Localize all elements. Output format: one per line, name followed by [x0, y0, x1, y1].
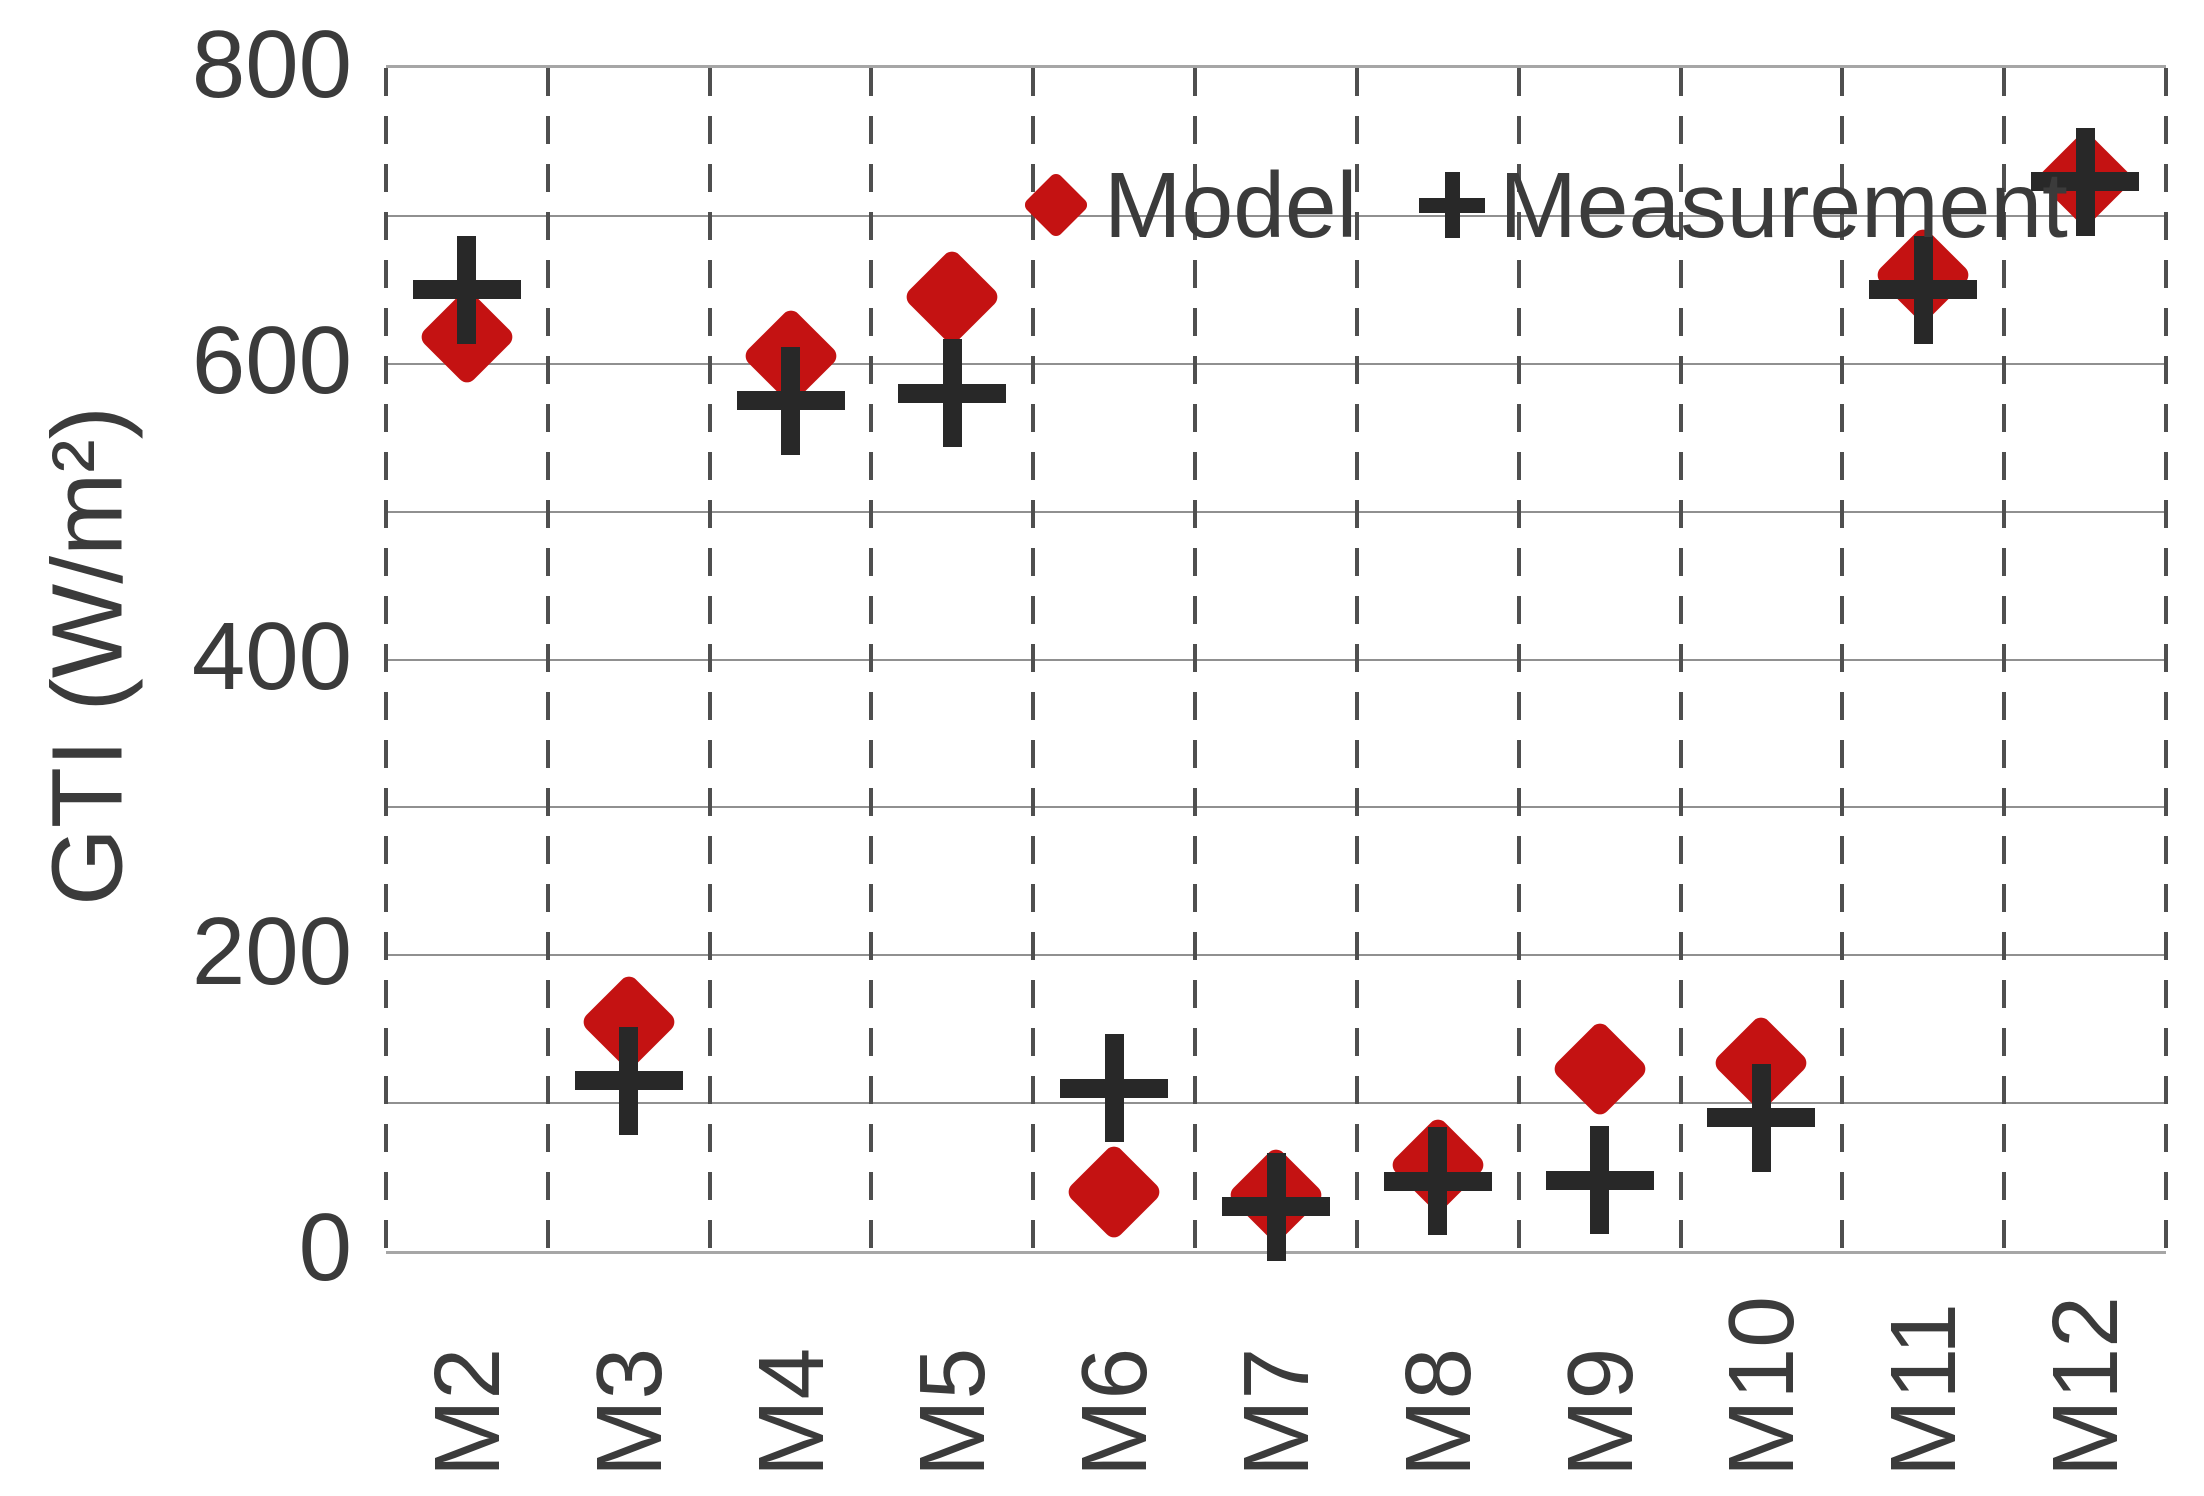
vertical-dashed-gridline — [1516, 68, 1521, 1251]
measurement-marker-M11 — [1869, 235, 1978, 344]
plot-area: Model Measurement — [384, 65, 2168, 1261]
measurement-marker-M6 — [1060, 1034, 1169, 1143]
x-tick-label-M4: M4 — [738, 1347, 843, 1477]
measurement-marker-M7 — [1222, 1152, 1330, 1261]
legend-item-model: Model — [1022, 152, 1357, 259]
y-tick-label-400: 400 — [191, 602, 352, 710]
x-tick-label-M12: M12 — [2033, 1296, 2138, 1477]
y-tick-label-800: 800 — [191, 11, 352, 118]
vertical-dashed-gridline — [1678, 68, 1683, 1251]
x-tick-label-M2: M2 — [414, 1347, 519, 1477]
horizontal-gridline-100 — [386, 1102, 2166, 1105]
measurement-marker-M5 — [898, 339, 1007, 448]
vertical-dashed-gridline — [2164, 68, 2168, 1251]
horizontal-gridline-600 — [386, 362, 2166, 365]
legend-item-measurement: Measurement — [1419, 152, 2068, 259]
x-tick-label-M7: M7 — [1224, 1347, 1328, 1477]
measurement-plus-icon — [1419, 172, 1486, 238]
vertical-dashed-gridline — [1354, 68, 1359, 1251]
x-tick-label-M11: M11 — [1871, 1302, 1976, 1477]
measurement-marker-M2 — [412, 235, 521, 344]
x-tick-label-M8: M8 — [1385, 1347, 1490, 1477]
measurement-marker-M3 — [574, 1026, 683, 1135]
vertical-dashed-gridline — [2002, 68, 2007, 1251]
legend-label-model: Model — [1104, 152, 1358, 257]
measurement-marker-M4 — [736, 346, 845, 455]
model-marker-M6 — [1064, 1142, 1164, 1242]
vertical-dashed-gridline — [707, 68, 712, 1251]
vertical-dashed-gridline — [869, 68, 874, 1251]
x-tick-label-M5: M5 — [900, 1347, 1005, 1477]
horizontal-gridline-500 — [386, 510, 2166, 513]
vertical-dashed-gridline — [1193, 68, 1198, 1251]
x-tick-label-M3: M3 — [576, 1347, 681, 1477]
horizontal-gridline-300 — [386, 806, 2166, 809]
y-tick-label-0: 0 — [298, 1194, 352, 1301]
x-tick-label-M9: M9 — [1547, 1347, 1652, 1477]
horizontal-gridline-200 — [386, 954, 2166, 957]
x-tick-label-M10: M10 — [1709, 1296, 1814, 1477]
measurement-marker-M12 — [2031, 127, 2140, 236]
y-tick-label-600: 600 — [191, 306, 352, 414]
legend-label-measurement: Measurement — [1499, 152, 2068, 257]
model-diamond-icon — [1022, 171, 1090, 239]
vertical-dashed-gridline — [545, 68, 550, 1251]
measurement-marker-M10 — [1707, 1063, 1816, 1172]
vertical-dashed-gridline — [384, 68, 388, 1251]
model-marker-M5 — [902, 247, 1002, 347]
vertical-dashed-gridline — [1840, 68, 1845, 1251]
horizontal-gridline-400 — [386, 658, 2166, 661]
measurement-marker-M9 — [1545, 1126, 1654, 1235]
horizontal-gridline-700 — [386, 214, 2166, 217]
measurement-marker-M8 — [1383, 1127, 1492, 1236]
vertical-dashed-gridline — [1031, 68, 1036, 1251]
y-tick-label-200: 200 — [191, 898, 352, 1006]
x-tick-label-M6: M6 — [1062, 1347, 1167, 1477]
legend: Model Measurement — [1022, 153, 2068, 257]
